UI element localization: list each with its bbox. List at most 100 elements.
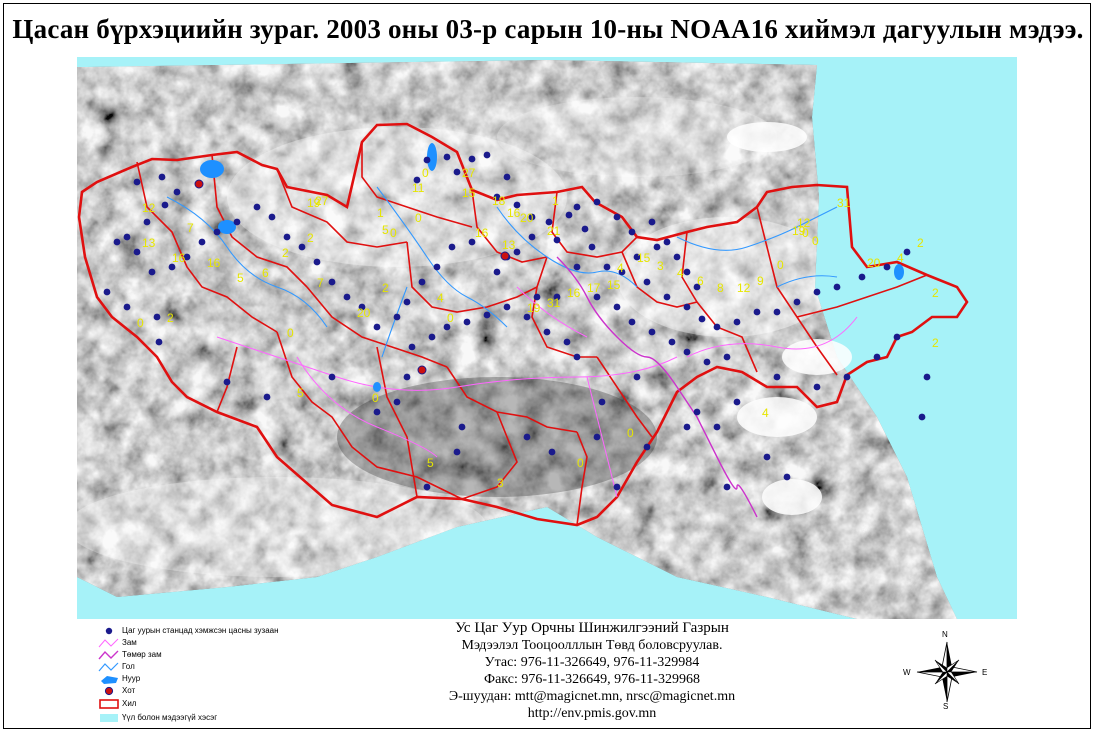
station-marker[interactable] — [528, 233, 536, 241]
station-marker[interactable] — [133, 248, 141, 256]
station-marker[interactable] — [693, 283, 701, 291]
station-marker[interactable] — [423, 483, 431, 491]
station-marker[interactable] — [593, 433, 601, 441]
station-marker[interactable] — [143, 218, 151, 226]
station-marker[interactable] — [453, 448, 461, 456]
station-marker[interactable] — [468, 155, 476, 163]
station-marker[interactable] — [123, 233, 131, 241]
station-marker[interactable] — [183, 253, 191, 261]
station-marker[interactable] — [683, 268, 691, 276]
station-marker[interactable] — [328, 373, 336, 381]
station-marker[interactable] — [598, 398, 606, 406]
station-marker[interactable] — [753, 308, 761, 316]
website-link[interactable]: http://env.pmis.gov.mn — [527, 706, 657, 721]
station-marker[interactable] — [463, 318, 471, 326]
station-marker[interactable] — [813, 288, 821, 296]
station-marker[interactable] — [213, 228, 221, 236]
station-marker[interactable] — [443, 323, 451, 331]
station-marker[interactable] — [223, 378, 231, 386]
station-marker[interactable] — [683, 303, 691, 311]
station-marker[interactable] — [418, 278, 426, 286]
station-marker[interactable] — [448, 243, 456, 251]
station-marker[interactable] — [123, 303, 131, 311]
station-marker[interactable] — [668, 338, 676, 346]
station-marker[interactable] — [503, 303, 511, 311]
station-marker[interactable] — [628, 228, 636, 236]
station-marker[interactable] — [633, 373, 641, 381]
station-marker[interactable] — [581, 225, 589, 233]
station-marker[interactable] — [603, 263, 611, 271]
station-marker[interactable] — [433, 263, 441, 271]
station-marker[interactable] — [918, 413, 926, 421]
station-marker[interactable] — [403, 373, 411, 381]
station-marker[interactable] — [613, 483, 621, 491]
station-marker[interactable] — [153, 313, 161, 321]
station-marker[interactable] — [373, 408, 381, 416]
station-marker[interactable] — [618, 268, 626, 276]
station-marker[interactable] — [648, 328, 656, 336]
station-marker[interactable] — [253, 203, 261, 211]
station-marker[interactable] — [423, 156, 431, 164]
station-marker[interactable] — [588, 243, 596, 251]
station-marker[interactable] — [903, 248, 911, 256]
station-marker[interactable] — [155, 338, 163, 346]
station-marker[interactable] — [733, 398, 741, 406]
station-marker[interactable] — [673, 253, 681, 261]
station-marker[interactable] — [528, 213, 536, 221]
station-marker[interactable] — [503, 173, 511, 181]
station-marker[interactable] — [763, 453, 771, 461]
station-marker[interactable] — [548, 448, 556, 456]
station-marker[interactable] — [413, 176, 421, 184]
satellite-map[interactable]: 11 27 0 16 21 18 15 20 13 1 0 16 2 5 27 0 1 2 2 12 13 16 19 7 6 5… — [77, 57, 1017, 619]
station-marker[interactable] — [663, 238, 671, 246]
station-marker[interactable] — [523, 433, 531, 441]
station-marker[interactable] — [723, 353, 731, 361]
station-marker[interactable] — [113, 238, 121, 246]
station-marker[interactable] — [698, 315, 706, 323]
station-marker[interactable] — [493, 193, 501, 201]
station-marker[interactable] — [343, 293, 351, 301]
station-marker[interactable] — [563, 338, 571, 346]
station-marker[interactable] — [428, 333, 436, 341]
station-marker[interactable] — [158, 173, 166, 181]
station-marker[interactable] — [843, 373, 851, 381]
station-marker[interactable] — [703, 358, 711, 366]
station-marker[interactable] — [833, 283, 841, 291]
station-marker[interactable] — [358, 303, 366, 311]
station-marker[interactable] — [593, 293, 601, 301]
station-marker[interactable] — [553, 236, 561, 244]
station-marker[interactable] — [263, 393, 271, 401]
station-marker[interactable] — [573, 263, 581, 271]
station-marker[interactable] — [653, 243, 661, 251]
station-marker[interactable] — [783, 473, 791, 481]
station-marker[interactable] — [283, 233, 291, 241]
station-marker[interactable] — [168, 263, 176, 271]
station-marker[interactable] — [458, 423, 466, 431]
station-marker[interactable] — [628, 318, 636, 326]
station-marker[interactable] — [103, 288, 111, 296]
station-marker[interactable] — [633, 253, 641, 261]
station-marker[interactable] — [773, 308, 781, 316]
station-marker[interactable] — [553, 293, 561, 301]
station-marker[interactable] — [198, 238, 206, 246]
station-marker[interactable] — [923, 373, 931, 381]
station-marker[interactable] — [483, 151, 491, 159]
station-marker[interactable] — [643, 443, 651, 451]
station-marker[interactable] — [403, 298, 411, 306]
station-marker[interactable] — [233, 218, 241, 226]
station-marker[interactable] — [883, 263, 891, 271]
station-marker[interactable] — [683, 348, 691, 356]
station-marker[interactable] — [393, 398, 401, 406]
station-marker[interactable] — [643, 278, 651, 286]
station-marker[interactable] — [443, 153, 451, 161]
station-marker[interactable] — [523, 313, 531, 321]
station-marker[interactable] — [873, 353, 881, 361]
station-marker[interactable] — [268, 213, 276, 221]
station-marker[interactable] — [813, 383, 821, 391]
station-marker[interactable] — [723, 483, 731, 491]
station-marker[interactable] — [573, 203, 581, 211]
station-marker[interactable] — [648, 218, 656, 226]
station-marker[interactable] — [613, 303, 621, 311]
station-marker[interactable] — [545, 218, 553, 226]
station-marker[interactable] — [468, 238, 476, 246]
